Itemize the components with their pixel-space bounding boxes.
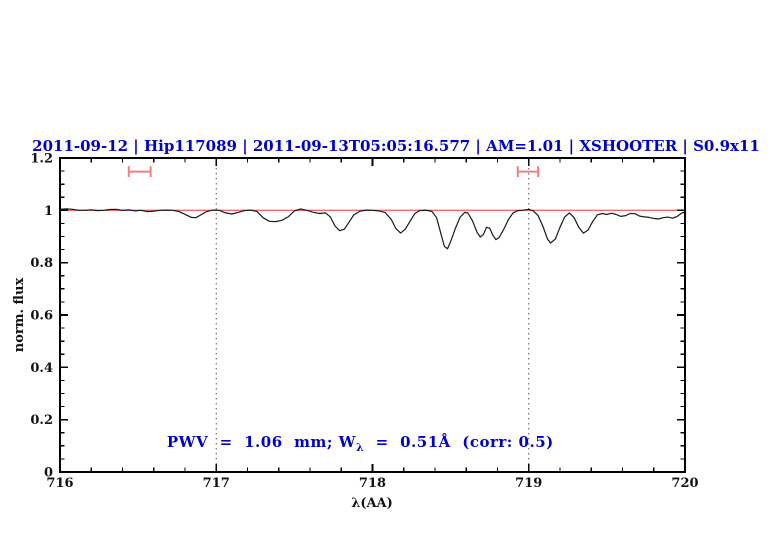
plot-title: 2011-09-12 | Hip117089 | 2011-09-13T05:0… bbox=[32, 137, 760, 155]
axis-ticks bbox=[59, 157, 686, 473]
x-tick-label: 717 bbox=[203, 476, 230, 491]
x-tick-label: 720 bbox=[671, 476, 698, 491]
spectrum-line bbox=[59, 208, 686, 250]
x-tick-label: 718 bbox=[359, 476, 386, 491]
y-axis-label: norm. flux bbox=[12, 278, 27, 353]
pwv-annotation: PWV = 1.06 mm; Wλ = 0.51Å (corr: 0.5) bbox=[144, 415, 554, 472]
y-tick-label: 1.2 bbox=[30, 152, 53, 167]
y-tick-label: 0.8 bbox=[30, 256, 53, 271]
pwv-annotation-text-right: = 0.51Å (corr: 0.5) bbox=[364, 433, 554, 451]
y-tick-label: 1 bbox=[44, 204, 53, 219]
pwv-annotation-text-left: PWV = 1.06 mm; W bbox=[166, 433, 356, 451]
y-tick-label: 0.2 bbox=[30, 413, 53, 428]
pwv-range-markers bbox=[127, 166, 540, 178]
x-axis-label: λ(AA) bbox=[351, 496, 393, 511]
x-tick-label: 716 bbox=[46, 476, 73, 491]
x-tick-label: 719 bbox=[515, 476, 542, 491]
y-tick-label: 0.4 bbox=[30, 361, 53, 376]
x-tick-labels: 716 717 718 719 720 bbox=[46, 476, 698, 491]
y-tick-label: 0 bbox=[44, 466, 53, 481]
wlambda-subscript: λ bbox=[355, 441, 365, 454]
y-tick-label: 0.6 bbox=[30, 309, 53, 324]
y-tick-labels: 0 0.2 0.4 0.6 0.8 1 1.2 bbox=[30, 152, 53, 481]
